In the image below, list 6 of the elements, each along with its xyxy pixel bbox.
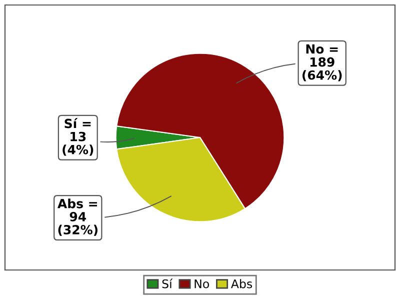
legend-label: Abs	[230, 279, 252, 288]
data-label: No = 189 (64%)	[302, 44, 342, 82]
legend-label: Sí	[162, 278, 173, 288]
data-label: Abs = 94 (32%)	[58, 198, 98, 236]
data-label: Sí = 13 (4%)	[62, 118, 94, 156]
legend-label: No	[194, 279, 209, 288]
